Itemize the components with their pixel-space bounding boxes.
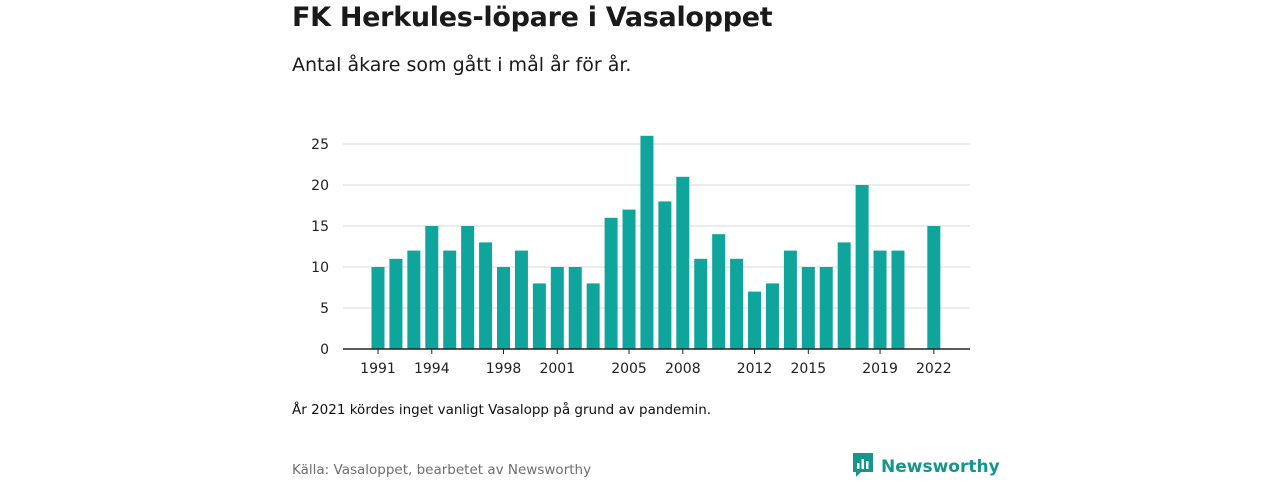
bar-1997[interactable]: [479, 242, 493, 349]
bar-2008[interactable]: [676, 176, 690, 349]
x-tick-label: 1998: [486, 361, 522, 377]
x-tick-label: 2019: [862, 361, 898, 377]
x-tick-label: 1994: [414, 361, 450, 377]
bar-2010[interactable]: [712, 234, 726, 349]
bar-1999[interactable]: [514, 250, 528, 349]
y-tick-label: 15: [311, 219, 329, 235]
bar-2012[interactable]: [748, 291, 762, 349]
x-tick-label: 2001: [539, 361, 575, 377]
bar-1996[interactable]: [461, 226, 475, 349]
bar-2016[interactable]: [819, 267, 833, 349]
x-tick-label: 2012: [737, 361, 773, 377]
bar-2006[interactable]: [640, 135, 654, 349]
bar-2019[interactable]: [873, 250, 887, 349]
y-tick-label: 10: [311, 260, 329, 276]
y-axis-ticks: 0 5 10 15 20 25: [311, 137, 329, 358]
bar-1998[interactable]: [497, 267, 511, 349]
y-tick-label: 5: [320, 301, 329, 317]
bar-2018[interactable]: [855, 185, 869, 349]
bar-2005[interactable]: [622, 209, 636, 349]
bar-1993[interactable]: [407, 250, 421, 349]
bar-2020[interactable]: [891, 250, 905, 349]
bar-2007[interactable]: [658, 201, 672, 349]
source-text: Källa: Vasaloppet, bearbetet av Newswort…: [292, 462, 592, 478]
newsworthy-logo-text: Newsworthy: [881, 457, 1000, 477]
bar-2017[interactable]: [837, 242, 851, 349]
bar-1991[interactable]: [371, 267, 385, 349]
bar-2002[interactable]: [568, 267, 582, 349]
bar-2014[interactable]: [783, 250, 797, 349]
y-tick-label: 25: [311, 137, 329, 153]
chart-footnote: År 2021 kördes inget vanligt Vasalopp på…: [292, 402, 712, 418]
bar-2022[interactable]: [927, 226, 941, 349]
bar-1995[interactable]: [443, 250, 457, 349]
bar-2015[interactable]: [801, 267, 815, 349]
x-tick-label: 1991: [360, 361, 396, 377]
x-tick-label: 2005: [611, 361, 647, 377]
bar-2001[interactable]: [550, 267, 564, 349]
newsworthy-logo-icon: [852, 452, 874, 482]
bar-1994[interactable]: [425, 226, 439, 349]
bar-2013[interactable]: [765, 283, 779, 349]
x-axis-ticks: 1991 1994 1998 2001 2005 2008 2012 2015 2019 2022: [360, 349, 952, 377]
bars: [371, 135, 941, 349]
bar-chart: 0 5 10 15 20 25 1991 1994 1998 2001 2005 2008 2012 2…: [311, 135, 970, 377]
chart-subtitle: Antal åkare som gått i mål år för år.: [292, 54, 632, 76]
bar-2009[interactable]: [694, 258, 708, 349]
chart-title: FK Herkules-löpare i Vasaloppet: [292, 2, 773, 33]
bar-2004[interactable]: [604, 217, 618, 349]
bar-1992[interactable]: [389, 258, 403, 349]
x-tick-label: 2022: [916, 361, 952, 377]
bar-2000[interactable]: [532, 283, 546, 349]
bar-2003[interactable]: [586, 283, 600, 349]
newsworthy-logo[interactable]: Newsworthy: [852, 452, 1000, 482]
x-tick-label: 2008: [665, 361, 701, 377]
bar-2011[interactable]: [730, 258, 744, 349]
y-tick-label: 20: [311, 178, 329, 194]
y-tick-label: 0: [320, 342, 329, 358]
x-tick-label: 2015: [790, 361, 826, 377]
